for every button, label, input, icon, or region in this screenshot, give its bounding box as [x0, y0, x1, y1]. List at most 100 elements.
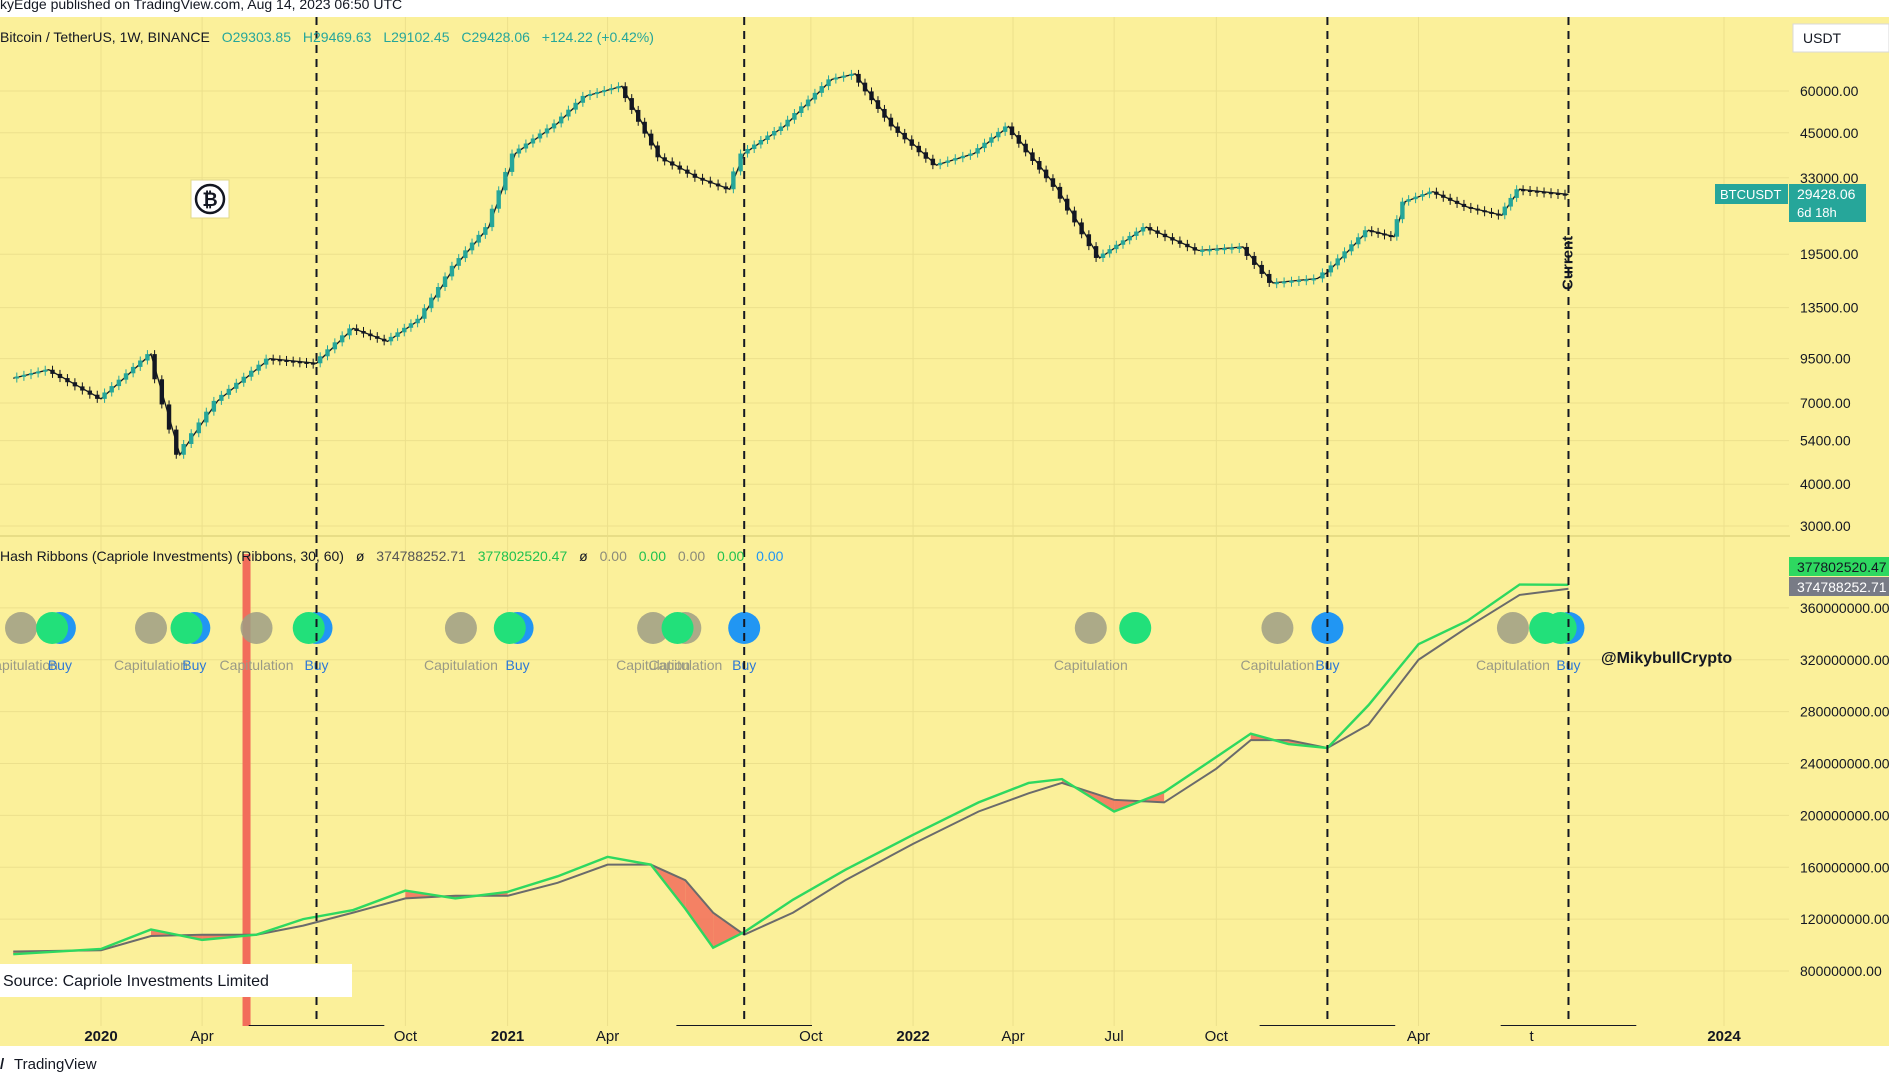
candle-body [670, 161, 675, 166]
legend-value-4: 0.00 [639, 548, 666, 564]
legend-value-3: 0.00 [600, 548, 627, 564]
candle-body [1541, 191, 1547, 194]
candle-body [219, 394, 224, 401]
candle-body [145, 354, 150, 361]
candle-body [1147, 227, 1153, 231]
candle-body [738, 153, 743, 172]
candle-body [996, 131, 1001, 138]
candle-body [1502, 206, 1507, 216]
signal-markers: CapitulationBuyCapitulationBuyCapitulati… [0, 612, 1585, 673]
candle-body [1114, 244, 1119, 250]
candle-body [1311, 278, 1316, 281]
candle-body [1134, 231, 1139, 236]
candle-body [1170, 237, 1175, 241]
candle-body [1342, 251, 1347, 259]
candle-body [1002, 126, 1008, 132]
source-note-text: Source: Capriole Investments Limited [3, 973, 269, 990]
buy-dot [1311, 612, 1344, 644]
footer-bar [0, 1046, 1889, 1071]
candle-body [580, 95, 586, 103]
candle-body [43, 369, 48, 372]
candle-body [1514, 189, 1519, 198]
candle-body [102, 392, 107, 399]
candle-body [1155, 230, 1160, 234]
capitulation-label: Capitulation [114, 657, 188, 673]
candle-body [960, 155, 966, 159]
price-label: BTCUSDT 29428.06 6d 18h [1715, 184, 1866, 222]
candle-body [95, 394, 100, 399]
candle-body [1023, 143, 1028, 153]
price-label-symbol: BTCUSDT [1720, 187, 1781, 202]
candle-body [1489, 211, 1494, 214]
candle-body [616, 86, 621, 89]
candle-body [415, 318, 420, 324]
candle-body [14, 376, 19, 379]
buy-dot [728, 612, 761, 644]
candle-body [989, 137, 994, 143]
candle-body [270, 358, 276, 361]
candle-body [21, 374, 27, 377]
indicator-tick-label: 80000000.00 [1800, 963, 1882, 979]
publish-line: kyEdge published on TradingView.com, Aug… [0, 0, 403, 12]
candle-body [1177, 240, 1183, 244]
candle-body [332, 342, 338, 350]
price-tick-label: 5400.00 [1800, 433, 1851, 449]
capitulation-dot [240, 612, 273, 644]
indicator-tick-label: 120000000.00 [1800, 911, 1889, 927]
candle-body [1400, 201, 1405, 220]
symbol-line: Bitcoin / TetherUS, 1W, BINANCE O29303.8… [0, 29, 654, 45]
candle-body [435, 287, 441, 298]
candle-body [566, 109, 571, 117]
candle-body [751, 144, 757, 150]
candle-body [1562, 193, 1568, 196]
candle-body [609, 88, 614, 91]
capitulation-dot [637, 612, 670, 644]
candle-body [166, 404, 172, 430]
candle-body [1335, 258, 1340, 266]
candle-body [856, 73, 861, 83]
currency-badge[interactable]: USDT [1792, 23, 1889, 53]
candle-body [758, 140, 764, 145]
candle-body [731, 171, 736, 190]
candle-body [234, 382, 239, 389]
candle-body [902, 132, 907, 140]
candle-body [523, 143, 529, 149]
capitulation-label: Capitulation [1476, 657, 1550, 673]
ribbon-fill-segment [713, 912, 745, 948]
candle-body [1252, 255, 1257, 265]
capitulation-label: Capitulation [0, 657, 58, 673]
candle-body [1320, 272, 1325, 279]
footer-brand: TradingView [14, 1056, 97, 1073]
ind-short-value: 374788252.71 [1797, 579, 1887, 595]
candle-body [408, 323, 414, 328]
candle-body [429, 297, 434, 309]
candle-body [968, 153, 973, 156]
publish-bar: kyEdge published on TradingView.com, Aug… [0, 0, 1889, 17]
price-tick-label: 4000.00 [1800, 476, 1851, 492]
candle-body [708, 180, 713, 184]
time-tick-label: Oct [394, 1028, 418, 1045]
legend-value-6: 0.00 [717, 548, 744, 564]
candle-body [1281, 281, 1287, 284]
candle-body [226, 388, 232, 395]
candle-body [1140, 227, 1146, 232]
candle-body [1222, 248, 1227, 251]
candle-body [1016, 135, 1022, 144]
candle-body [463, 250, 468, 259]
candle-body [87, 390, 93, 395]
candle-body [805, 99, 811, 107]
capitulation-label: Capitulation [1240, 657, 1314, 673]
candle-body [1468, 206, 1474, 209]
candle-body [375, 336, 380, 339]
candle-body [395, 332, 400, 337]
candle-body [677, 165, 682, 170]
candle-body [241, 376, 246, 383]
candle-body [888, 117, 894, 127]
candle-body [662, 157, 667, 162]
ohlc-low: L29102.45 [383, 29, 449, 45]
buy-label: Buy [182, 657, 206, 673]
candle-body [909, 139, 914, 146]
source-note: Source: Capriole Investments Limited [0, 964, 352, 997]
candle-body [1304, 279, 1309, 282]
candle-body [1192, 247, 1198, 251]
